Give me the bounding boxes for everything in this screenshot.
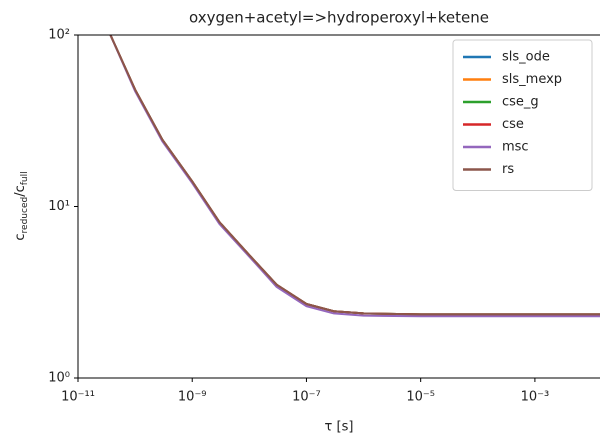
x-tick-label: 10⁻³ <box>521 390 550 405</box>
y-tick-label: 10⁰ <box>48 371 70 386</box>
y-label-part: c <box>13 233 28 240</box>
y-label-subscript: reduced <box>20 197 30 234</box>
chart-title: oxygen+acetyl=>hydroperoxyl+ketene <box>189 9 489 27</box>
y-tick-label: 10² <box>48 28 70 43</box>
legend-box <box>452 39 593 191</box>
axes-frame <box>77 34 600 379</box>
legend-label: cse_g <box>502 95 539 110</box>
y-axis-label: creduced/cfull <box>13 171 30 240</box>
series-line <box>109 35 600 316</box>
x-tick-label: 10⁻⁷ <box>292 390 321 405</box>
x-tick-label: 10⁻¹¹ <box>61 390 95 405</box>
legend-label: rs <box>502 162 514 177</box>
legend-label: sls_mexp <box>502 72 562 87</box>
y-label-part: /c <box>13 185 28 197</box>
x-axis-label: τ [s] <box>325 420 354 435</box>
legend-label: cse <box>502 117 524 132</box>
y-label-subscript: full <box>20 171 30 185</box>
y-tick-label: 10¹ <box>48 199 70 214</box>
x-tick-label: 10⁻⁵ <box>406 390 435 405</box>
legend-label: sls_ode <box>502 50 550 65</box>
x-tick-label: 10⁻⁹ <box>178 390 207 405</box>
legend-label: msc <box>502 140 529 155</box>
